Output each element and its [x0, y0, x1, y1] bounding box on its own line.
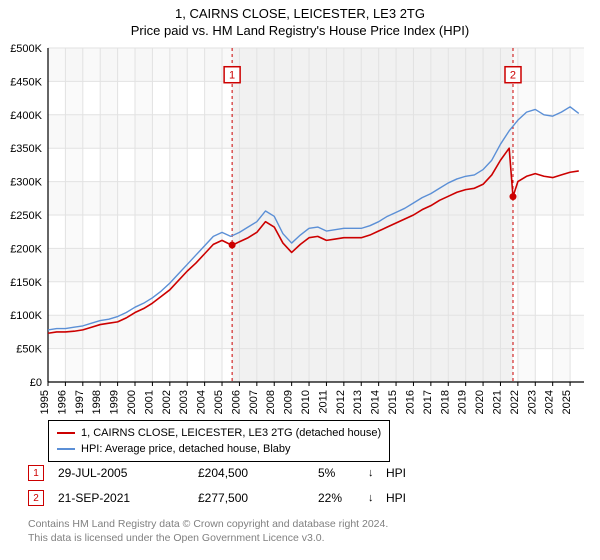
- svg-text:2007: 2007: [248, 390, 260, 414]
- svg-text:2003: 2003: [178, 390, 190, 414]
- sale-date: 29-JUL-2005: [58, 466, 198, 480]
- arrow-down-icon: ↓: [368, 492, 386, 504]
- svg-text:£150K: £150K: [10, 277, 42, 289]
- svg-text:2005: 2005: [213, 390, 225, 414]
- legend-label: HPI: Average price, detached house, Blab…: [81, 443, 291, 455]
- footer-line-1: Contains HM Land Registry data © Crown c…: [28, 518, 388, 532]
- legend-swatch: [57, 432, 75, 434]
- svg-text:1996: 1996: [56, 390, 68, 414]
- svg-text:£0: £0: [30, 377, 42, 389]
- svg-text:2016: 2016: [404, 390, 416, 414]
- svg-text:2004: 2004: [196, 390, 208, 414]
- svg-text:1998: 1998: [91, 390, 103, 414]
- svg-text:£100K: £100K: [10, 310, 42, 322]
- svg-text:2: 2: [510, 70, 516, 82]
- svg-text:2018: 2018: [439, 390, 451, 414]
- svg-text:2025: 2025: [561, 390, 573, 414]
- svg-text:1997: 1997: [74, 390, 86, 414]
- svg-text:2012: 2012: [335, 390, 347, 414]
- svg-text:2002: 2002: [161, 390, 173, 414]
- svg-text:2014: 2014: [370, 390, 382, 414]
- svg-text:£50K: £50K: [16, 344, 42, 356]
- svg-text:£500K: £500K: [10, 43, 42, 55]
- svg-text:£250K: £250K: [10, 210, 42, 222]
- chart-legend: 1, CAIRNS CLOSE, LEICESTER, LE3 2TG (det…: [48, 420, 390, 462]
- attribution-footer: Contains HM Land Registry data © Crown c…: [28, 518, 388, 545]
- svg-text:2021: 2021: [491, 390, 503, 414]
- legend-item: HPI: Average price, detached house, Blab…: [57, 441, 381, 457]
- svg-text:£400K: £400K: [10, 110, 42, 122]
- svg-text:2010: 2010: [300, 390, 312, 414]
- svg-text:2019: 2019: [457, 390, 469, 414]
- svg-text:1999: 1999: [109, 390, 121, 414]
- svg-text:2022: 2022: [509, 390, 521, 414]
- sale-marker-icon: 2: [28, 490, 44, 506]
- svg-text:2024: 2024: [544, 390, 556, 414]
- sale-diff-pct: 22%: [318, 491, 368, 505]
- arrow-down-icon: ↓: [368, 467, 386, 479]
- sale-price: £204,500: [198, 466, 318, 480]
- svg-text:£300K: £300K: [10, 177, 42, 189]
- sale-marker-icon: 1: [28, 465, 44, 481]
- svg-text:2013: 2013: [352, 390, 364, 414]
- footer-line-2: This data is licensed under the Open Gov…: [28, 532, 388, 546]
- legend-swatch: [57, 448, 75, 450]
- sale-diff-ref: HPI: [386, 466, 406, 480]
- svg-text:2000: 2000: [126, 390, 138, 414]
- sale-price: £277,500: [198, 491, 318, 505]
- svg-text:2008: 2008: [265, 390, 277, 414]
- svg-text:1995: 1995: [39, 390, 51, 414]
- svg-text:2023: 2023: [526, 390, 538, 414]
- sale-diff-ref: HPI: [386, 491, 406, 505]
- svg-text:2001: 2001: [143, 390, 155, 414]
- svg-text:2006: 2006: [230, 390, 242, 414]
- legend-label: 1, CAIRNS CLOSE, LEICESTER, LE3 2TG (det…: [81, 427, 381, 439]
- svg-text:£350K: £350K: [10, 143, 42, 155]
- sale-date: 21-SEP-2021: [58, 491, 198, 505]
- sale-record: 2 21-SEP-2021£277,50022%↓HPI: [28, 490, 406, 506]
- svg-text:2015: 2015: [387, 390, 399, 414]
- svg-text:1: 1: [229, 70, 235, 82]
- sale-diff-pct: 5%: [318, 466, 368, 480]
- svg-text:2017: 2017: [422, 390, 434, 414]
- svg-text:2020: 2020: [474, 390, 486, 414]
- price-chart: £0 £50K £100K £150K £200K £250K £300K £350K £400…: [0, 0, 600, 418]
- svg-text:2009: 2009: [283, 390, 295, 414]
- svg-text:£450K: £450K: [10, 76, 42, 88]
- svg-text:2011: 2011: [317, 390, 329, 414]
- legend-item: 1, CAIRNS CLOSE, LEICESTER, LE3 2TG (det…: [57, 425, 381, 441]
- sale-record: 1 29-JUL-2005£204,5005%↓HPI: [28, 465, 406, 481]
- svg-text:£200K: £200K: [10, 243, 42, 255]
